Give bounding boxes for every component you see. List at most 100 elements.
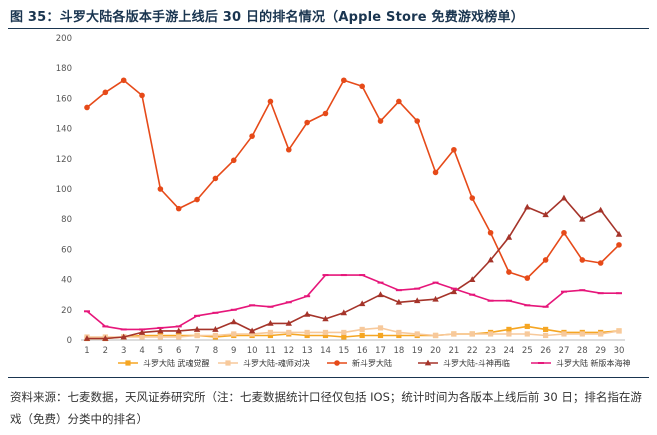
legend-label: 新斗罗大陆 bbox=[352, 358, 392, 368]
data-point bbox=[506, 269, 512, 275]
data-point bbox=[377, 325, 384, 331]
x-tick-label: 6 bbox=[176, 346, 181, 356]
y-tick-label: 20 bbox=[61, 306, 72, 316]
data-point bbox=[249, 304, 256, 307]
data-point bbox=[212, 332, 219, 339]
data-point bbox=[194, 314, 201, 317]
data-point bbox=[157, 327, 164, 334]
data-point bbox=[267, 332, 274, 339]
data-point bbox=[450, 288, 458, 295]
data-point bbox=[285, 319, 292, 326]
data-point bbox=[597, 260, 604, 266]
y-tick-label: 0 bbox=[67, 336, 72, 346]
y-tick-label: 200 bbox=[56, 34, 72, 44]
data-point bbox=[102, 89, 109, 96]
data-point bbox=[84, 310, 90, 313]
data-point bbox=[322, 315, 329, 322]
data-point bbox=[543, 326, 549, 333]
legend-label: 斗罗大陆-斗神再临 bbox=[443, 358, 510, 368]
data-point bbox=[267, 98, 274, 105]
data-point bbox=[432, 169, 439, 176]
data-point bbox=[615, 230, 623, 237]
data-point bbox=[102, 335, 109, 341]
data-point bbox=[506, 331, 512, 337]
data-point bbox=[194, 332, 200, 339]
data-point bbox=[231, 331, 237, 337]
x-tick-label: 12 bbox=[283, 346, 294, 356]
data-point bbox=[340, 309, 348, 316]
data-point bbox=[469, 276, 476, 282]
x-tick-label: 7 bbox=[194, 346, 199, 356]
data-point bbox=[505, 299, 512, 302]
data-point bbox=[414, 287, 421, 290]
data-point bbox=[139, 334, 145, 340]
data-point bbox=[598, 331, 604, 337]
y-tick-label: 80 bbox=[61, 215, 72, 225]
x-tick-label: 21 bbox=[448, 346, 459, 356]
series-group bbox=[84, 323, 622, 342]
data-point bbox=[212, 175, 219, 182]
data-point bbox=[579, 331, 585, 337]
data-point bbox=[303, 310, 311, 317]
data-point bbox=[230, 157, 237, 164]
data-point bbox=[157, 326, 164, 329]
data-point bbox=[377, 332, 384, 339]
data-point bbox=[487, 229, 494, 236]
data-point bbox=[524, 304, 531, 307]
series-line bbox=[87, 327, 620, 338]
x-tick-label: 1 bbox=[84, 346, 89, 356]
data-point bbox=[175, 325, 182, 328]
data-point bbox=[249, 133, 255, 139]
data-point bbox=[424, 359, 432, 366]
chart-legend: 斗罗大陆 武魂觉醒 斗罗大陆-魂师对决 新斗罗大陆 斗罗大陆-斗神再临 斗罗大陆 新版本… bbox=[118, 358, 631, 368]
x-tick-label: 3 bbox=[121, 346, 126, 356]
data-point bbox=[230, 308, 237, 311]
legend-label: 斗罗大陆-魂师对决 bbox=[243, 358, 310, 368]
data-point bbox=[506, 326, 512, 333]
data-point bbox=[138, 329, 146, 335]
data-point bbox=[249, 331, 255, 337]
data-point bbox=[560, 194, 568, 201]
data-point bbox=[560, 290, 567, 293]
data-point bbox=[322, 329, 329, 336]
data-point bbox=[267, 305, 274, 308]
y-tick-label: 180 bbox=[56, 64, 72, 74]
data-point bbox=[450, 287, 457, 290]
data-point bbox=[304, 295, 311, 298]
data-point bbox=[538, 362, 544, 364]
data-point bbox=[359, 274, 366, 277]
data-point bbox=[395, 298, 403, 305]
data-point bbox=[432, 281, 439, 284]
data-point bbox=[616, 292, 622, 295]
data-point bbox=[561, 331, 567, 337]
x-tick-label: 8 bbox=[213, 346, 218, 356]
data-point bbox=[322, 332, 329, 339]
data-point bbox=[543, 332, 549, 339]
x-tick-label: 18 bbox=[393, 346, 404, 356]
legend-item: 斗罗大陆 新版本海神 bbox=[531, 358, 631, 368]
series-group bbox=[83, 194, 623, 341]
data-point bbox=[377, 291, 384, 298]
x-tick-label: 16 bbox=[357, 346, 368, 356]
legend-item: 斗罗大陆-魂师对决 bbox=[218, 358, 310, 368]
data-point bbox=[414, 118, 421, 124]
data-point bbox=[505, 233, 513, 240]
data-point bbox=[487, 299, 494, 302]
data-point bbox=[359, 326, 365, 333]
data-point bbox=[304, 332, 310, 339]
data-point bbox=[524, 323, 530, 330]
data-point bbox=[579, 289, 586, 292]
data-point bbox=[120, 77, 127, 84]
x-tick-label: 10 bbox=[247, 346, 258, 356]
chart-series bbox=[83, 77, 623, 342]
data-point bbox=[176, 334, 182, 340]
data-point bbox=[597, 292, 604, 295]
data-point bbox=[487, 331, 494, 337]
x-tick-label: 28 bbox=[577, 346, 588, 356]
data-point bbox=[542, 257, 549, 263]
series-group bbox=[84, 77, 622, 281]
x-tick-label: 30 bbox=[614, 346, 625, 356]
data-point bbox=[524, 203, 531, 210]
x-tick-label: 29 bbox=[595, 346, 606, 356]
